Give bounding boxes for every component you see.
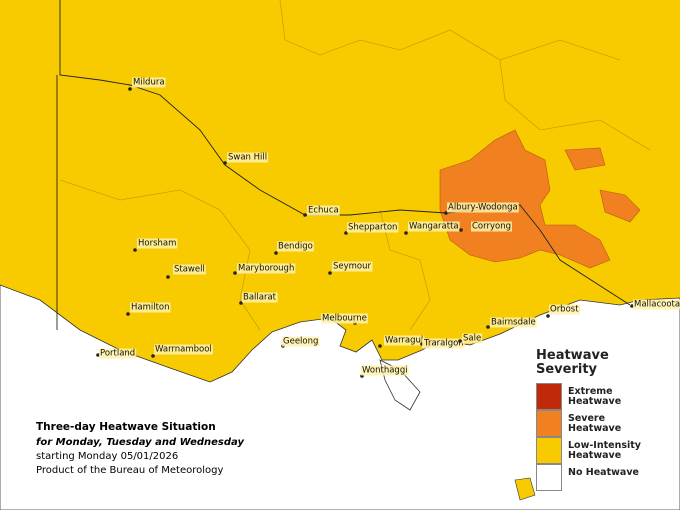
legend-swatch bbox=[536, 410, 562, 437]
town-dot bbox=[151, 354, 155, 358]
town-label: Echuca bbox=[308, 206, 339, 216]
town-label: Maryborough bbox=[238, 264, 294, 274]
district-lines bbox=[59, 0, 651, 331]
town-label: Wonthaggi bbox=[362, 366, 408, 376]
town-label: Shepparton bbox=[348, 223, 397, 233]
town-dot bbox=[223, 161, 227, 165]
town-label-bg bbox=[237, 263, 296, 274]
town-dot bbox=[444, 211, 448, 215]
town-label-bg bbox=[633, 299, 680, 310]
town-label-bg bbox=[242, 292, 278, 303]
town-dot bbox=[328, 271, 332, 275]
legend-swatch bbox=[536, 464, 562, 491]
town-label: Wangaratta bbox=[409, 222, 459, 232]
legend-swatch bbox=[536, 437, 562, 464]
town-label-bg bbox=[137, 238, 178, 249]
caption-subtitle: for Monday, Tuesday and Wednesday bbox=[36, 437, 244, 448]
town-label: Sale bbox=[463, 334, 481, 344]
town-label: Ballarat bbox=[243, 293, 277, 303]
town-label-bg bbox=[490, 317, 537, 328]
legend-swatch bbox=[536, 383, 562, 410]
town-dot bbox=[344, 231, 348, 235]
town-label: Seymour bbox=[333, 262, 372, 272]
town-dot bbox=[133, 248, 137, 252]
town-dot bbox=[233, 271, 237, 275]
legend-label: Severe Heatwave bbox=[568, 413, 622, 434]
town-label-bg bbox=[277, 241, 314, 252]
town-label-bg bbox=[471, 221, 512, 232]
town-label-bg bbox=[132, 77, 166, 88]
town-dot bbox=[303, 213, 307, 217]
town-dot bbox=[404, 231, 408, 235]
legend-title: Heatwave Severity bbox=[536, 348, 609, 377]
town-dot bbox=[96, 353, 100, 357]
town-dot bbox=[128, 87, 132, 91]
town-dot bbox=[546, 314, 550, 318]
town-label: Albury-Wodonga bbox=[448, 203, 518, 213]
legend-label: Extreme Heatwave bbox=[568, 386, 622, 407]
town-label: Horsham bbox=[138, 239, 176, 249]
severe-area bbox=[564, 147, 606, 171]
town-dot bbox=[378, 344, 382, 348]
legend-label: No Heatwave bbox=[568, 467, 639, 478]
island bbox=[514, 477, 536, 501]
town-dot bbox=[126, 312, 130, 316]
legend-label: Low-Intensity Heatwave bbox=[568, 440, 641, 461]
town-dot bbox=[459, 228, 463, 232]
caption-title: Three-day Heatwave Situation bbox=[36, 421, 216, 433]
town-label: Traralgon bbox=[423, 339, 464, 349]
town-label: Corryong bbox=[472, 222, 511, 232]
town-dot bbox=[166, 275, 170, 279]
town-label-bg bbox=[307, 205, 340, 216]
town-label: Mallacoota bbox=[634, 300, 680, 310]
town-label-bg bbox=[282, 336, 320, 347]
town-label-bg bbox=[408, 221, 460, 232]
town-dot bbox=[486, 325, 490, 329]
town-dot bbox=[458, 339, 462, 343]
town-label-bg bbox=[130, 302, 171, 313]
town-label: Hamilton bbox=[131, 303, 170, 313]
town-label-bg bbox=[549, 304, 581, 315]
town-label: Mildura bbox=[133, 78, 165, 88]
severe-area bbox=[599, 189, 641, 223]
caption-credit: Product of the Bureau of Meteorology bbox=[36, 465, 224, 476]
town-dot bbox=[274, 251, 278, 255]
town-label: Bairnsdale bbox=[491, 318, 536, 328]
town-dot bbox=[630, 304, 634, 308]
town-label-bg bbox=[447, 202, 519, 213]
town-label: Portland bbox=[100, 349, 135, 359]
town-label: Bendigo bbox=[278, 242, 313, 252]
caption-start: starting Monday 05/01/2026 bbox=[36, 451, 179, 462]
town-label-bg bbox=[384, 335, 425, 346]
severe-area bbox=[439, 129, 611, 269]
town-label-bg bbox=[361, 365, 409, 376]
town-label: Swan Hill bbox=[228, 153, 267, 163]
town-label-bg bbox=[332, 261, 373, 272]
town-dot bbox=[239, 301, 243, 305]
town-label-bg bbox=[422, 338, 465, 349]
town-label-bg bbox=[321, 313, 368, 324]
town-label: Warragul bbox=[385, 336, 423, 346]
town-label-bg bbox=[347, 222, 399, 233]
town-label-bg bbox=[227, 152, 269, 163]
town-label: Orbost bbox=[550, 305, 579, 315]
town-label-bg bbox=[173, 264, 206, 275]
town-label: Warrnambool bbox=[155, 345, 212, 355]
town-label: Geelong bbox=[283, 337, 318, 347]
town-label-bg bbox=[99, 348, 137, 359]
town-label: Stawell bbox=[174, 265, 205, 275]
town-label-bg bbox=[462, 333, 483, 344]
town-label-bg bbox=[154, 344, 213, 355]
town-label: Melbourne bbox=[322, 314, 367, 324]
